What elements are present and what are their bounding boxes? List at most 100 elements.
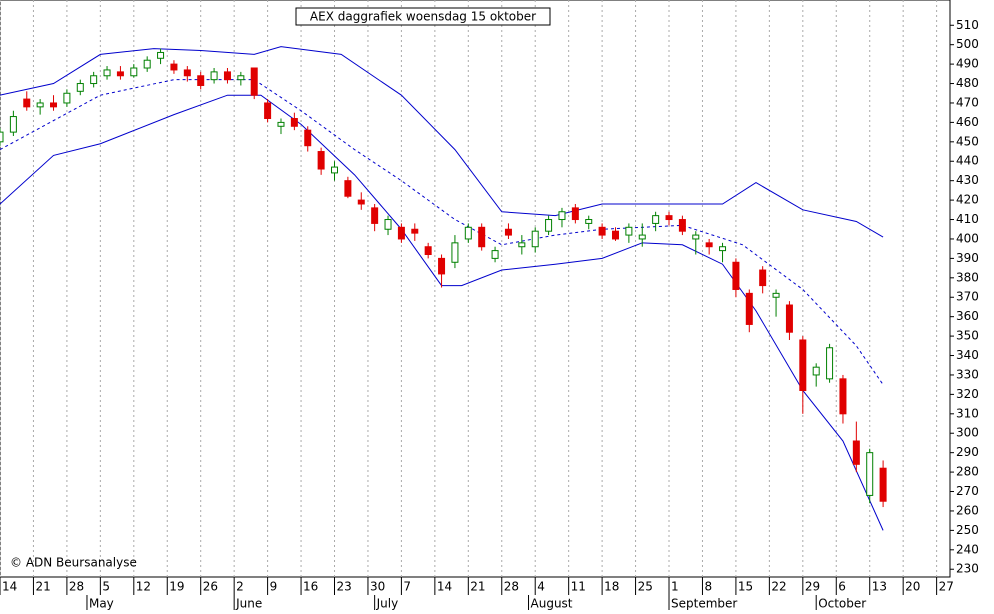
y-tick-label: 260 (956, 503, 979, 517)
y-tick-label: 340 (956, 348, 979, 362)
x-tick-label: 9 (270, 580, 278, 594)
x-tick-label: 16 (303, 580, 318, 594)
candle-body (157, 51, 165, 59)
x-tick-label: 13 (872, 580, 887, 594)
copyright: © ADN Beursanalyse (10, 556, 137, 570)
y-tick-label: 360 (956, 309, 979, 323)
candle-body (799, 339, 807, 391)
y-tick-label: 500 (956, 37, 979, 51)
y-tick-label: 510 (956, 18, 979, 32)
candle-body (210, 71, 218, 81)
candle-body (665, 215, 673, 221)
candle-body (678, 219, 686, 232)
month-label: August (531, 597, 573, 611)
y-tick-label: 250 (956, 523, 979, 537)
candle-body (237, 75, 245, 81)
y-tick-label: 390 (956, 251, 979, 265)
candle-body (438, 257, 446, 275)
candle-body (772, 292, 780, 298)
x-tick-label: 15 (738, 580, 753, 594)
candle-body (0, 131, 4, 143)
candle-body (504, 228, 512, 236)
y-tick-label: 410 (956, 212, 979, 226)
plot-area (0, 0, 951, 578)
y-tick-label: 300 (956, 426, 979, 440)
y-tick-label: 380 (956, 270, 979, 284)
band-line (0, 94, 884, 531)
y-tick-label: 310 (956, 406, 979, 420)
y-tick-label: 420 (956, 193, 979, 207)
candle-body (692, 234, 700, 240)
x-tick-label: 26 (203, 580, 218, 594)
candle-body (839, 378, 847, 415)
x-tick-label: 11 (571, 580, 586, 594)
candle-body (852, 440, 860, 465)
y-tick-label: 290 (956, 445, 979, 459)
x-tick-label: 22 (771, 580, 786, 594)
candle-body (170, 63, 178, 71)
x-tick-label: 8 (704, 580, 712, 594)
candle-body (290, 118, 298, 127)
candle-body (745, 292, 753, 325)
candle-body (344, 180, 352, 197)
candle-body (531, 230, 539, 248)
title-box (295, 7, 551, 26)
candle-body (598, 226, 606, 236)
x-tick-label: 28 (504, 580, 519, 594)
month-label: September (671, 597, 737, 611)
month-label: June (235, 597, 262, 611)
candle-body (812, 366, 820, 376)
candle-body (826, 347, 834, 380)
x-tick-label: 30 (370, 580, 385, 594)
x-tick-label: 6 (838, 580, 846, 594)
candle-body (451, 242, 459, 263)
x-tick-label: 14 (2, 580, 17, 594)
candle-body (143, 59, 151, 69)
y-tick-label: 320 (956, 387, 979, 401)
candle-body (585, 219, 593, 224)
y-tick-label: 480 (956, 76, 979, 90)
x-tick-label: 20 (905, 580, 920, 594)
x-tick-label: 21 (470, 580, 485, 594)
y-tick-label: 280 (956, 465, 979, 479)
y-tick-label: 430 (956, 173, 979, 187)
y-tick-label: 230 (956, 562, 979, 576)
candle-body (545, 219, 553, 232)
candle-body (250, 67, 258, 96)
x-tick-label: 21 (35, 580, 50, 594)
candle-body (411, 228, 419, 234)
y-tick-label: 270 (956, 484, 979, 498)
y-tick-label: 450 (956, 134, 979, 148)
y-tick-label: 470 (956, 95, 979, 109)
x-tick-label: 14 (437, 580, 452, 594)
x-tick-label: 23 (337, 580, 352, 594)
x-tick-label: 1 (671, 580, 679, 594)
y-tick-label: 350 (956, 329, 979, 343)
candle-body (397, 226, 405, 240)
y-tick-label: 490 (956, 57, 979, 71)
month-label: July (376, 597, 399, 611)
x-tick-label: 29 (805, 580, 820, 594)
candle-body (9, 116, 17, 133)
x-tick-label: 25 (638, 580, 653, 594)
band-line (0, 46, 884, 238)
x-tick-label: 7 (403, 580, 411, 594)
x-tick-label: 19 (169, 580, 184, 594)
x-tick-label: 18 (604, 580, 619, 594)
candle-body (264, 102, 272, 120)
candle-body (625, 226, 633, 236)
candle-body (719, 246, 727, 252)
candle-body (611, 230, 619, 240)
candle-body (638, 234, 646, 240)
candle-body (63, 92, 71, 104)
candle-body (130, 67, 138, 77)
candle-body (571, 207, 579, 221)
candle-body (36, 102, 44, 108)
y-tick-label: 330 (956, 367, 979, 381)
y-tick-label: 440 (956, 154, 979, 168)
y-tick-label: 240 (956, 542, 979, 556)
candle-body (90, 75, 98, 85)
candle-body (357, 199, 365, 205)
candle-body (103, 69, 111, 77)
